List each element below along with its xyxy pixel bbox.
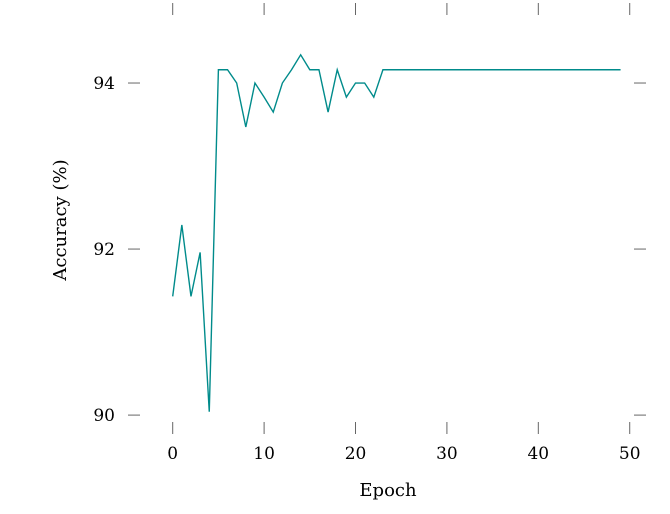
x-tick-label-50: 50 [619, 444, 641, 464]
y-tick-labels: 90 92 94 [93, 74, 115, 426]
x-tick-label-40: 40 [527, 444, 549, 464]
x-tick-label-20: 20 [345, 444, 367, 464]
y-tick-label-94: 94 [93, 74, 115, 94]
y-tick-label-92: 92 [93, 240, 115, 260]
x-tick-labels: 0 10 20 30 40 50 [167, 444, 640, 464]
axis-ticks [128, 3, 646, 434]
y-tick-label-90: 90 [93, 406, 115, 426]
series-layer [172, 53, 621, 412]
x-tick-label-10: 10 [253, 444, 275, 464]
x-axis-label: Epoch [359, 480, 417, 501]
x-tick-label-0: 0 [167, 444, 178, 464]
series-line-0 [172, 53, 621, 412]
x-tick-label-30: 30 [436, 444, 458, 464]
y-axis-label: Accuracy (%) [50, 159, 71, 281]
